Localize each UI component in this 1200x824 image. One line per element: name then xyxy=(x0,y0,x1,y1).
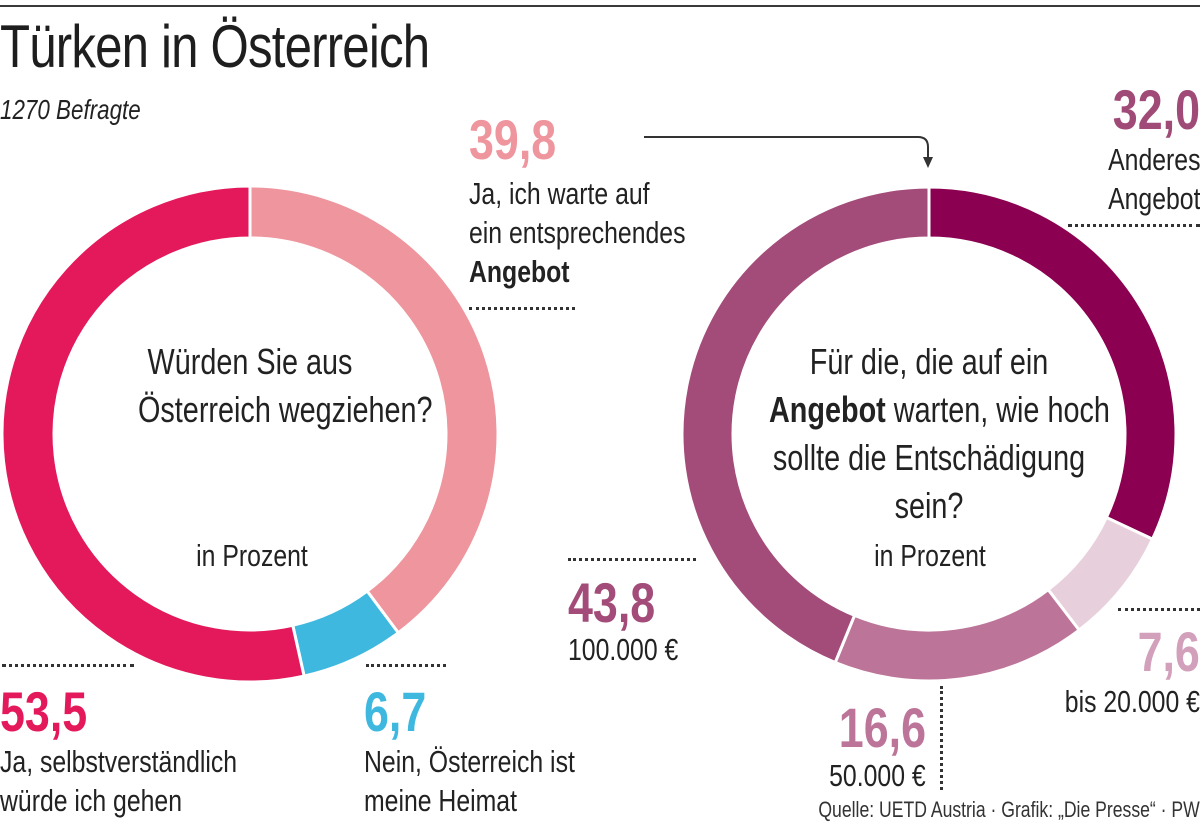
arrow-connector xyxy=(644,136,933,168)
leader-line-anderes xyxy=(1068,224,1200,227)
slice-100k xyxy=(680,185,931,665)
unit-label-right: in Prozent xyxy=(874,538,986,573)
slice-50k xyxy=(833,587,1082,683)
source-credit: Quelle: UETD Austria · Grafik: „Die Pres… xyxy=(818,797,1200,822)
donut-chart-right xyxy=(680,185,1178,683)
page-title: Türken in Österreich xyxy=(0,13,430,80)
label-anderes-line-1: Anderes xyxy=(1107,142,1200,177)
value-label-bis20k: 7,6 xyxy=(1137,620,1200,683)
label-100k-line-1: 100.000 € xyxy=(568,632,679,667)
label-anderes: Anderes Angebot xyxy=(1085,140,1200,218)
label-50k: 50.000 € xyxy=(805,756,926,795)
question-right-bold: Angebot xyxy=(769,389,886,430)
question-right-line-3: sollte die Entschädigung xyxy=(772,437,1086,478)
label-bis20k-line-1: bis 20.000 € xyxy=(1064,684,1200,719)
label-ja-gehen: Ja, selbstverständlich würde ich gehen xyxy=(0,742,296,820)
question-right-line-4: sein? xyxy=(894,485,964,526)
value-label-100k: 43,8 xyxy=(568,571,656,634)
value-label-nein: 6,7 xyxy=(364,680,427,743)
label-anderes-line-2: Angebot xyxy=(1107,181,1200,216)
top-rule xyxy=(0,5,1200,7)
label-ja-gehen-line-2: würde ich gehen xyxy=(0,783,182,818)
question-right-line-2: Angebot warten, wie hoch xyxy=(769,386,1110,434)
leader-line-nein xyxy=(366,664,446,667)
subtitle: 1270 Befragte xyxy=(0,94,141,125)
arrow-line xyxy=(644,136,929,158)
leader-line-ja-angebot xyxy=(469,307,575,310)
label-ja-angebot-bold: Angebot xyxy=(469,254,570,289)
label-nein-line-1: Nein, Österreich ist xyxy=(364,744,575,779)
question-right-line-2-text: warten, wie hoch xyxy=(893,389,1110,430)
label-50k-line-1: 50.000 € xyxy=(829,758,926,793)
leader-line-ja-gehen xyxy=(2,664,134,667)
leader-line-50k xyxy=(940,686,943,790)
value-label-ja-gehen: 53,5 xyxy=(0,680,88,743)
label-ja-gehen-line-1: Ja, selbstverständlich xyxy=(0,744,238,779)
value-label-50k: 16,6 xyxy=(838,696,926,759)
question-left: Würden Sie aus Österreich wegziehen? xyxy=(110,338,433,434)
label-ja-angebot: Ja, ich warte auf ein entsprechendes Ang… xyxy=(469,174,740,291)
value-label-ja-angebot: 39,8 xyxy=(469,108,557,171)
label-nein: Nein, Österreich ist meine Heimat xyxy=(364,742,628,820)
slice-ja-gehen xyxy=(0,184,306,684)
question-right-line-1: Für die, die auf ein xyxy=(809,341,1049,382)
leader-line-bis20k xyxy=(1118,608,1200,611)
question-right: Für die, die auf ein Angebot warten, wie… xyxy=(729,338,1129,530)
value-label-anderes: 32,0 xyxy=(1112,78,1200,141)
label-ja-angebot-line-1: Ja, ich warte auf xyxy=(469,176,650,211)
unit-label-left: in Prozent xyxy=(196,538,308,573)
label-ja-angebot-line-2: ein entsprechendes xyxy=(469,215,686,250)
label-nein-line-2: meine Heimat xyxy=(364,783,517,818)
label-100k: 100.000 € xyxy=(568,630,706,669)
donut-chart-left xyxy=(0,184,500,684)
label-bis20k: bis 20.000 € xyxy=(1031,682,1200,721)
question-left-line-1: Würden Sie aus xyxy=(147,341,353,382)
question-left-line-2: Österreich wegziehen? xyxy=(138,389,433,430)
arrow-head-icon xyxy=(923,157,933,168)
slice-ja-angebot xyxy=(248,184,500,635)
leader-line-100k xyxy=(568,558,696,561)
